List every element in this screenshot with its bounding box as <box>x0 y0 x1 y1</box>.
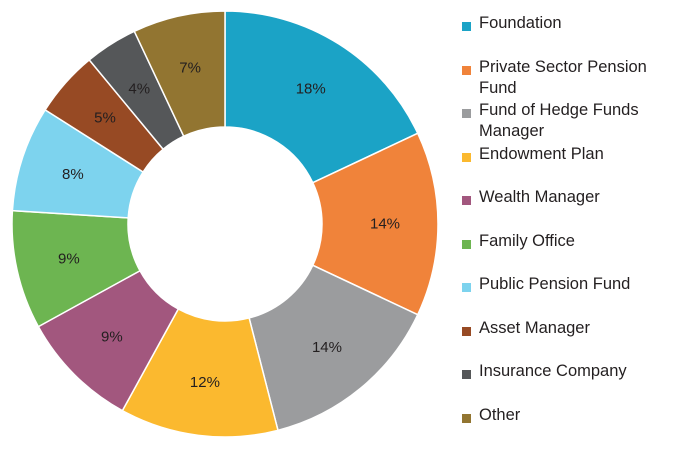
legend-label: Insurance Company <box>479 362 627 380</box>
legend-swatch <box>462 283 471 292</box>
slice-value-label: 8% <box>62 166 84 183</box>
slice-value-label: 18% <box>296 80 326 97</box>
donut-slice <box>248 264 419 432</box>
legend-label: Endowment Plan <box>479 144 604 163</box>
legend-swatch <box>462 152 471 162</box>
slice-value-label: 9% <box>58 250 80 267</box>
legend-item: Wealth Manager <box>462 187 684 208</box>
legend-label: Public Pension Fund <box>479 275 631 293</box>
legend-swatch <box>462 22 471 31</box>
legend-item: Family Office <box>462 231 684 252</box>
legend-swatch <box>462 326 471 336</box>
donut-value-labels: 18% 14% 14% 12% 9% 9% 8% 5% 4% 7% <box>58 59 400 391</box>
legend-item: Fund of Hedge Funds Manager <box>462 100 684 142</box>
legend-item: Insurance Company <box>462 361 684 382</box>
donut-slice <box>133 10 226 138</box>
slice-value-label: 14% <box>312 339 342 356</box>
legend-item: Public Pension Fund <box>462 274 684 295</box>
legend-label: Wealth Manager <box>479 188 600 206</box>
legend-swatch <box>462 239 471 249</box>
slice-value-label: 4% <box>128 80 150 97</box>
legend-swatch <box>462 370 471 379</box>
legend-swatch <box>462 196 471 205</box>
legend-item: Foundation <box>462 13 684 34</box>
donut-slice <box>224 10 419 184</box>
slice-value-label: 7% <box>179 59 201 76</box>
slice-value-label: 12% <box>190 374 220 391</box>
slice-value-label: 9% <box>101 329 123 346</box>
legend-label: Other <box>479 405 521 424</box>
legend-swatch <box>462 109 471 118</box>
legend-label: Private Sector Pension Fund <box>479 57 647 97</box>
donut-slices <box>11 10 439 438</box>
legend-swatch <box>462 413 471 423</box>
legend-label: Asset Manager <box>479 318 590 337</box>
legend-item: Other <box>462 405 684 426</box>
legend-label: Family Office <box>479 231 575 250</box>
legend-swatch <box>462 65 471 75</box>
slice-value-label: 5% <box>94 110 116 127</box>
legend-label: Foundation <box>479 14 562 32</box>
legend-label: Fund of Hedge Funds Manager <box>479 101 639 140</box>
donut-slice <box>311 132 439 316</box>
slice-value-label: 14% <box>370 216 400 233</box>
legend-item: Private Sector Pension Fund <box>462 57 684 99</box>
legend-item: Endowment Plan <box>462 144 684 165</box>
legend-item: Asset Manager <box>462 318 684 339</box>
